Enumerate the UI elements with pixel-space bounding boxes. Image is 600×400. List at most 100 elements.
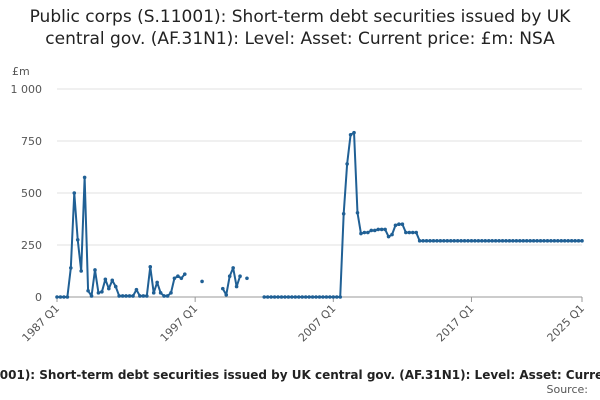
footer-title: Public corps (S.11001): Short-term debt … [0,368,600,382]
data-point [169,291,173,295]
data-point [162,294,166,298]
data-point [293,295,298,299]
data-point [421,239,425,243]
data-point [220,286,225,291]
data-point [417,239,422,243]
data-point [469,239,474,243]
data-point [559,239,564,243]
data-point [286,295,291,299]
y-axis-unit: £m [12,65,30,78]
data-point [480,239,484,243]
data-point [362,230,367,235]
series-line [57,131,582,298]
data-point [62,295,66,299]
data-point [348,132,353,137]
data-point [383,227,387,232]
data-point [524,239,529,243]
data-point [445,239,450,243]
data-point [272,295,277,299]
data-point [179,276,184,281]
source: Source: [547,383,589,396]
data-point [328,295,332,299]
data-point [79,269,83,273]
data-point [493,239,498,243]
data-point [366,230,370,235]
data-point [107,286,111,291]
data-point [86,288,90,293]
data-point [393,223,398,228]
data-point [176,274,180,279]
x-tick-label: 2017 Q1 [434,302,477,345]
x-tick-label: 1987 Q1 [20,302,63,345]
data-point [372,228,377,233]
data-point [435,239,439,243]
data-point [296,295,301,299]
data-point [442,239,446,243]
data-point [82,175,87,180]
data-point [113,284,118,289]
data-point [231,266,235,270]
y-tick-label: 0 [35,291,42,304]
data-point [549,239,553,243]
data-point [576,239,581,243]
data-point [407,230,412,235]
y-tick-label: 1 000 [11,83,43,96]
y-tick-label: 500 [21,187,42,200]
data-point [321,295,325,299]
data-point [483,239,488,243]
data-point [127,294,132,298]
data-point [75,238,80,242]
data-point [390,232,394,237]
data-point [486,239,491,243]
data-point [500,239,505,243]
data-point [131,294,135,298]
data-point [103,277,108,282]
data-point [438,239,443,243]
data-point [148,265,153,269]
data-point [386,234,391,239]
y-tick-label: 250 [21,239,42,252]
data-point [459,239,463,243]
data-point [138,294,142,298]
data-point [165,294,170,298]
data-point [424,239,429,243]
data-point [448,239,453,243]
data-point [545,239,550,243]
data-point [172,276,177,281]
data-point [580,239,584,243]
data-point [552,239,557,243]
data-point [331,295,336,299]
data-point [514,239,519,243]
data-point [511,239,515,243]
data-point [556,239,560,243]
data-point [431,239,436,243]
data-point [89,294,94,298]
data-point [300,295,305,299]
data-point [269,295,273,299]
data-point [238,274,242,279]
data-point [535,239,539,243]
data-point [473,239,477,243]
data-point [317,295,322,299]
data-point [400,222,405,226]
data-point [404,230,408,235]
data-point [65,295,70,299]
data-point [55,295,59,299]
data-point [124,294,128,298]
data-point [369,228,374,233]
data-point [224,293,229,297]
x-tick-label: 1997 Q1 [158,302,201,345]
data-point [428,239,432,243]
data-point [279,295,284,299]
data-point [100,290,104,294]
data-point [155,280,159,285]
data-point [303,295,308,299]
data-point [141,294,146,298]
data-point [490,239,494,243]
data-point [158,291,163,295]
data-point [528,239,532,243]
data-point [376,227,381,232]
data-point [307,295,311,299]
